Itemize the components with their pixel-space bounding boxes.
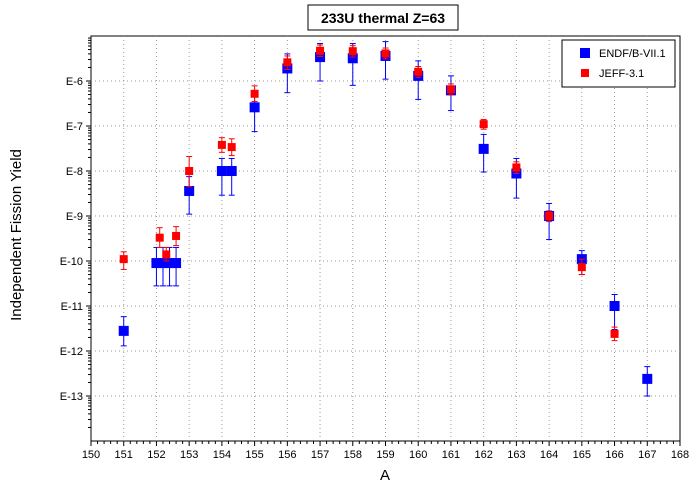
data-point [151,258,162,269]
y-tick-label: E-8 [66,166,83,178]
data-point [162,250,171,259]
y-tick-label: E-13 [60,391,83,403]
data-point [512,163,521,172]
data-point [226,166,237,176]
x-tick-label: 157 [311,449,329,461]
data-point [609,301,620,311]
y-tick-label: E-7 [66,121,83,133]
data-point [545,212,554,220]
series-layer [118,41,653,397]
x-tick-label: 168 [671,449,689,461]
data-point [381,49,390,58]
data-point [610,329,619,338]
x-tick-label: 152 [147,449,165,461]
data-point [119,255,128,264]
x-tick-label: 154 [213,449,231,461]
legend-frame [561,39,676,88]
x-tick-label: 161 [442,449,460,461]
x-tick-label: 150 [82,449,100,461]
y-axis: E-13 E-12 E-11 E-10 E-9 E-8 E-7 E-6 [60,37,91,428]
legend-label-jeff: JEFF-3.1 [599,68,644,80]
plot-area [90,35,681,442]
data-point [227,143,236,152]
data-point [315,52,326,63]
y-tick-label: E-12 [60,346,83,358]
data-point [171,258,182,269]
data-point [478,143,489,154]
x-tick-label: 164 [540,449,558,461]
data-point [446,85,455,94]
data-point [577,263,586,272]
data-point [118,325,129,336]
x-tick-label: 167 [638,449,656,461]
data-point [250,89,259,98]
x-tick-label: 155 [245,449,263,461]
x-axis-label: A [380,467,390,484]
data-point [414,67,423,76]
y-axis-label: Independent Fission Yield [8,149,25,321]
x-tick-label: 160 [409,449,427,461]
legend-marker-endf [580,48,590,58]
x-tick-label: 165 [573,449,591,461]
y-tick-label: E-10 [60,256,83,268]
title-frame [307,4,459,31]
x-tick-label: 153 [180,449,198,461]
legend-label-endf: ENDF/B-VII.1 [599,48,666,60]
chart-title-box: 233U thermal Z=63 [307,4,459,31]
data-point [249,102,260,113]
data-point [172,231,181,240]
x-tick-label: 151 [115,449,133,461]
data-point [217,140,226,149]
data-point [164,258,175,269]
data-point [316,46,325,55]
x-axis: 150 151 152 153 154 155 156 157 158 159 160 161 162 1… [82,441,689,461]
data-point [479,120,488,129]
data-point [216,166,227,176]
legend-marker-jeff [581,69,589,77]
x-tick-label: 166 [605,449,623,461]
y-tick-label: E-11 [61,301,83,313]
x-tick-label: 156 [278,449,296,461]
data-point [157,258,168,269]
chart-title: 233U thermal Z=63 [321,10,445,26]
x-tick-label: 158 [344,449,362,461]
data-point [155,233,164,242]
x-tick-label: 163 [507,449,525,461]
y-tick-label: E-9 [66,211,83,223]
data-point [283,58,292,67]
x-tick-label: 159 [376,449,394,461]
x-tick-label: 162 [474,449,492,461]
data-point [184,185,195,196]
data-point [642,373,653,384]
data-point [185,167,194,175]
series-jeff [119,44,619,342]
legend: ENDF/B-VII.1 JEFF-3.1 [561,39,676,88]
data-point [347,53,358,64]
data-point [348,47,357,56]
y-tick-label: E-6 [66,76,83,88]
